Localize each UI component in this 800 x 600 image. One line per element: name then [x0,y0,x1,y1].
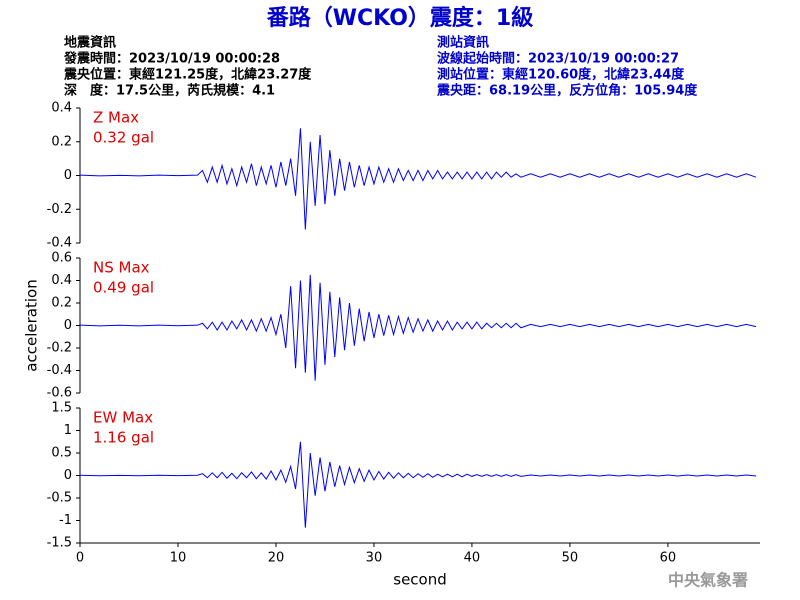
y-tick-label: 0.4 [51,101,72,116]
y-tick-label: -0.5 [47,491,72,506]
y-tick-label: 0.4 [51,273,72,288]
y-tick-label: -0.4 [47,363,72,378]
annotation: NS Max [93,259,150,277]
x-tick-label: 20 [268,551,285,566]
x-tick-label: 60 [660,551,677,566]
y-tick-label: 0.2 [51,296,72,311]
x-tick-label: 10 [170,551,187,566]
x-tick-label: 0 [76,551,84,566]
annotation: 1.16 gal [93,429,154,447]
y-tick-label: -0.4 [47,236,72,251]
waveform [79,441,757,528]
y-tick-label: 0 [64,468,72,483]
y-tick-label: -1.5 [47,536,72,551]
info: 測站資訊 [437,35,489,51]
x-tick-label: 40 [464,551,481,566]
waveform [79,274,757,381]
y-tick-label: 1 [64,423,72,438]
info: 震央距：68.19公里，反方位角：105.94度 [436,83,698,99]
annotation: 0.49 gal [93,279,154,297]
waveform [79,128,757,230]
y-tick-label: 0.5 [51,446,72,461]
info: 測站位置：東經120.60度，北緯23.44度 [437,67,685,83]
y-tick-label: -1 [59,513,72,528]
info: 發震時間：2023/10/19 00:00:28 [63,51,280,67]
annotation: EW Max [93,409,153,427]
title: 番路（WCKO）震度：1級 [266,5,533,31]
x-tick-label: 50 [562,551,579,566]
annotation: Z Max [93,109,139,127]
info: 地震資訊 [64,35,116,51]
info: 震央位置：東經121.25度，北緯23.27度 [63,67,312,83]
info: 深 度：17.5公里，芮氏規模：4.1 [64,83,275,99]
y-tick-label: -0.6 [47,386,72,401]
x-tick-label: 30 [366,551,383,566]
annotation: 0.32 gal [93,129,154,147]
y-tick-label: 0 [64,318,72,333]
y-tick-label: -0.2 [47,341,72,356]
footer: 中央氣象署 [668,571,748,590]
y-tick-label: 1.5 [51,401,72,416]
y-tick-label: 0 [64,168,72,183]
y-tick-label: -0.2 [47,202,72,217]
y-tick-label: 0.6 [51,251,72,266]
x-axis-label: second [393,571,447,589]
y-tick-label: 0.2 [51,134,72,149]
y-axis-label: acceleration [23,279,41,371]
info: 波線起始時間：2023/10/19 00:00:27 [437,51,679,67]
